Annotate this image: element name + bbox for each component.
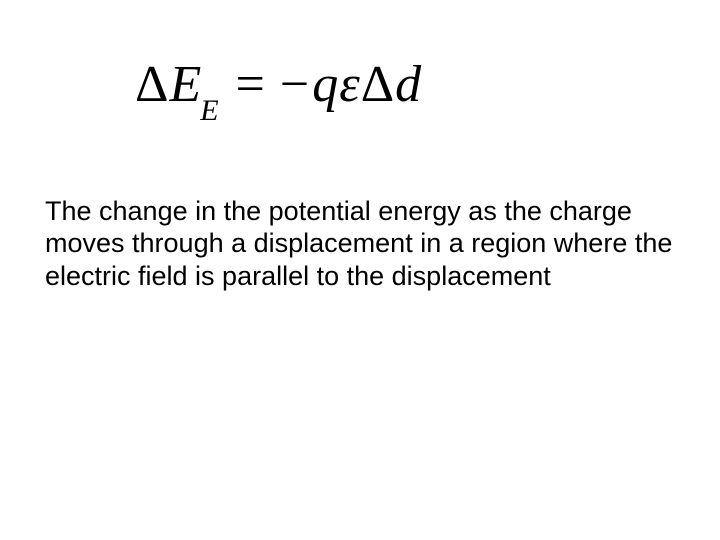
eq-E: E — [169, 56, 202, 113]
body-paragraph: The change in the potential energy as th… — [45, 195, 675, 292]
eq-minus: − — [280, 56, 310, 113]
eq-d: d — [395, 56, 422, 113]
eq-q: q — [312, 56, 339, 113]
eq-delta-2: Δ — [361, 56, 395, 113]
slide: ΔEE=−qεΔd The change in the potential en… — [0, 0, 720, 540]
eq-subscript-E: E — [200, 94, 219, 127]
eq-delta-1: Δ — [135, 56, 169, 113]
eq-equals: = — [236, 56, 266, 113]
eq-epsilon: ε — [339, 56, 361, 113]
equation: ΔEE=−qεΔd — [135, 55, 422, 120]
